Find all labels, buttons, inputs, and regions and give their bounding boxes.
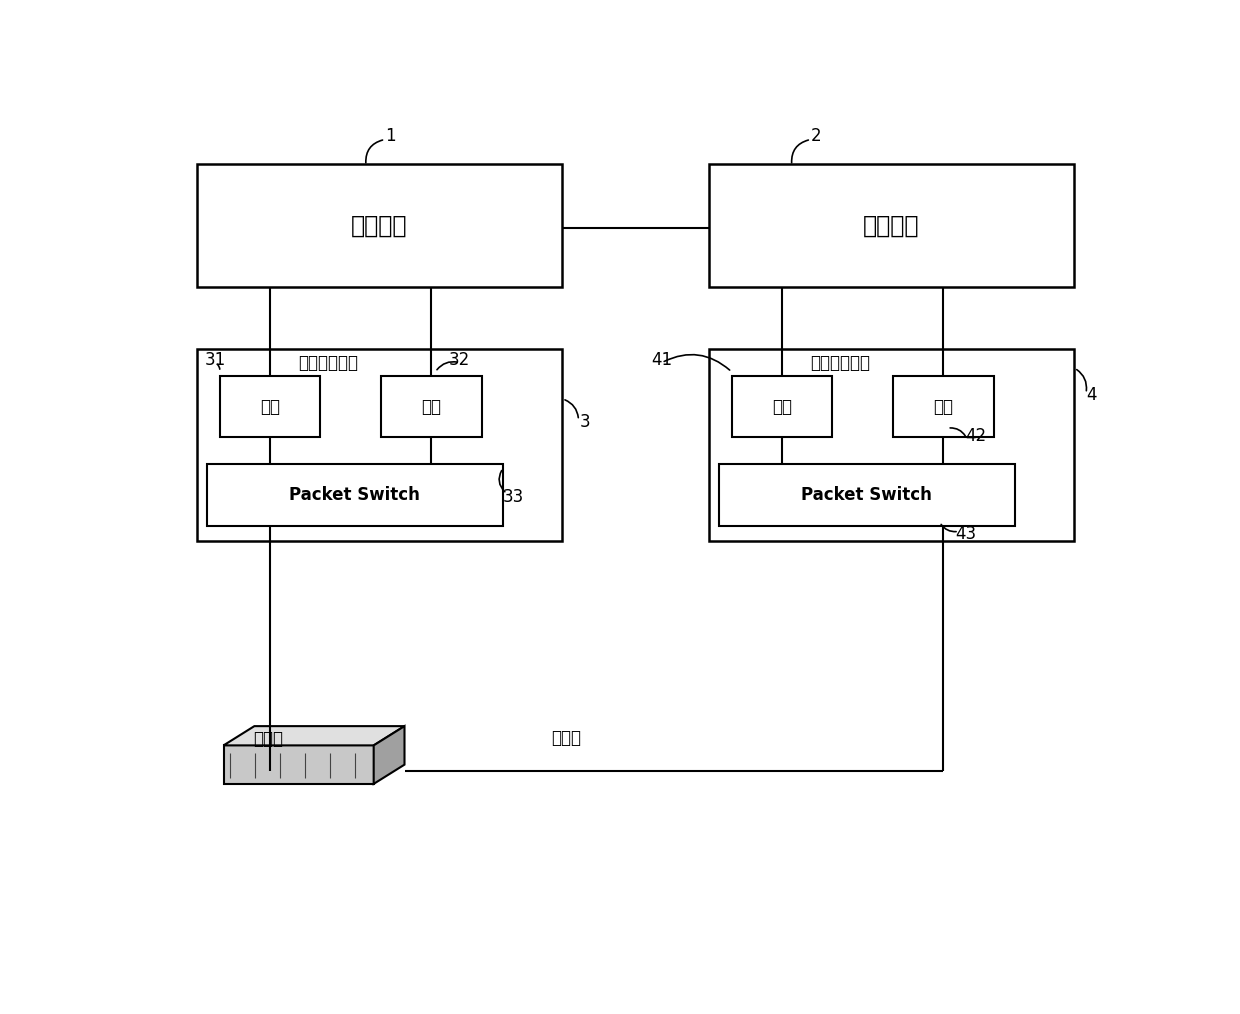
Text: 42: 42 (965, 427, 986, 445)
Text: 网络交据芯片: 网络交据芯片 (299, 354, 358, 372)
Text: 31: 31 (205, 352, 226, 369)
Bar (708, 349, 1074, 541)
Bar (719, 464, 1016, 526)
Text: Packet Switch: Packet Switch (289, 486, 420, 504)
Text: 1: 1 (386, 127, 396, 145)
Bar (732, 376, 832, 437)
Text: 41: 41 (651, 352, 672, 369)
Text: 2: 2 (811, 127, 822, 145)
Bar (207, 464, 503, 526)
Bar (894, 376, 993, 437)
Text: 接口: 接口 (934, 397, 954, 416)
Text: 43: 43 (955, 524, 976, 542)
Bar (708, 164, 1074, 287)
Polygon shape (223, 745, 373, 784)
Bar (219, 376, 320, 437)
Text: 控制模块: 控制模块 (863, 214, 920, 237)
Text: 接口: 接口 (259, 397, 280, 416)
Text: Packet Switch: Packet Switch (801, 486, 932, 504)
Text: 以太网: 以太网 (552, 729, 582, 746)
Polygon shape (223, 726, 404, 745)
Text: 接口: 接口 (422, 397, 441, 416)
Bar (197, 349, 563, 541)
Text: 网络交据芯片: 网络交据芯片 (810, 354, 870, 372)
Polygon shape (373, 726, 404, 784)
Bar (382, 376, 481, 437)
Text: 控制模块: 控制模块 (351, 214, 408, 237)
Text: 33: 33 (503, 489, 525, 506)
Text: 接口: 接口 (771, 397, 792, 416)
Text: 4: 4 (1086, 386, 1096, 404)
Text: 以太网: 以太网 (254, 730, 284, 748)
Bar (197, 164, 563, 287)
Text: 32: 32 (449, 352, 470, 369)
Text: 3: 3 (580, 413, 590, 431)
